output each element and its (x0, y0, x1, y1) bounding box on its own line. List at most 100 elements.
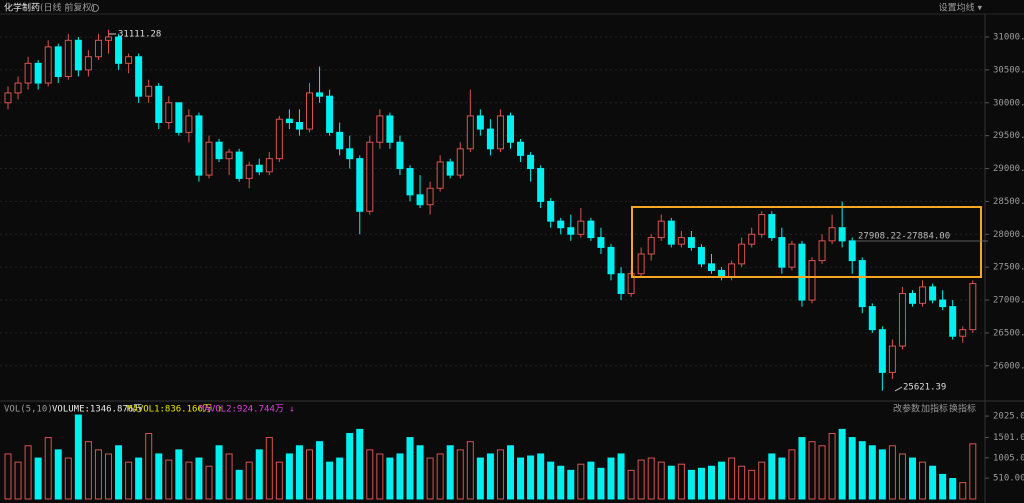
candle-body (929, 286, 937, 301)
ma-settings[interactable]: 设置均线 ▾ (939, 2, 983, 14)
candle-body (125, 56, 133, 64)
candle-body (557, 220, 565, 229)
y-tick-label: 27000.00 (993, 296, 1024, 306)
volume-bar (406, 437, 414, 500)
candle-body (657, 220, 665, 239)
button[interactable]: 加指标 (921, 403, 948, 415)
volume-bar (54, 449, 62, 500)
candle-body (798, 243, 806, 301)
candle-body (426, 187, 434, 206)
candle-body (647, 237, 655, 255)
volume-bar (848, 437, 856, 500)
volume-bar (637, 459, 645, 500)
candle-body (215, 141, 223, 160)
volume-bar (295, 445, 303, 500)
candle-body (346, 148, 354, 160)
y-tick-label: 26000.00 (993, 361, 1024, 371)
volume-bar (44, 437, 52, 500)
volume-bar (909, 457, 916, 500)
y-tick-label: 28000.00 (993, 230, 1024, 240)
candle-body (4, 92, 12, 104)
candle-body (326, 95, 334, 133)
candle-body (245, 164, 253, 179)
candle-body (225, 151, 233, 160)
volume-bar (567, 469, 575, 500)
button[interactable]: 换指标 (949, 403, 976, 415)
volume-bar (416, 445, 424, 500)
candle-body (135, 56, 143, 97)
candle-body (94, 39, 102, 58)
mavol1: MAVOL1:836.166万 ↑ (127, 405, 223, 415)
volume-bar (537, 453, 545, 500)
candle-body (577, 220, 585, 235)
y-tick-label: 29500.00 (993, 131, 1024, 141)
volume-bar (225, 453, 233, 500)
candle-body (165, 102, 173, 124)
candle-body (808, 260, 816, 301)
candle-body (54, 46, 62, 77)
candle-body (607, 246, 615, 275)
candle-body (597, 237, 605, 248)
candle-body (155, 85, 163, 124)
volume-bar (175, 449, 183, 500)
candle-body (446, 161, 454, 176)
candle-body (175, 102, 183, 133)
volume-bar (94, 449, 102, 500)
volume-bar (798, 437, 806, 500)
vol-value: VOLUME:1346.876万 (52, 405, 142, 415)
volume-bar (617, 453, 625, 500)
candle-body (818, 240, 826, 262)
low-label: 25621.39 (903, 383, 946, 393)
volume-bar (14, 461, 22, 500)
volume-bar (235, 469, 243, 500)
volume-bar (155, 453, 163, 500)
volume-bar (627, 469, 635, 500)
candle-body (858, 260, 866, 308)
volume-bar (697, 467, 705, 500)
candle-body (396, 141, 404, 170)
volume-bar (657, 461, 665, 500)
volume-bar (929, 465, 937, 500)
candle-body (436, 161, 444, 189)
candle-body (959, 329, 967, 337)
volume-bar (265, 437, 273, 500)
volume-bar (285, 453, 293, 500)
volume-bar (466, 441, 474, 500)
candle-body (185, 115, 193, 133)
candle-body (868, 306, 876, 331)
volume-bar (939, 473, 947, 500)
candle-body (306, 92, 313, 130)
volume-bar (426, 457, 434, 500)
volume-bar (476, 457, 484, 500)
candle-body (788, 243, 796, 268)
y-tick-label: 28500.00 (993, 197, 1024, 207)
candle-body (205, 141, 213, 176)
volume-bar (898, 453, 906, 500)
candle-body (919, 286, 927, 304)
volume-bar (667, 465, 675, 500)
candle-body (145, 85, 153, 97)
button[interactable]: 改参数 (893, 403, 920, 415)
volume-bar (326, 461, 334, 500)
volume-bar (507, 445, 514, 500)
volume-bar (34, 457, 42, 500)
candle-body (486, 128, 494, 150)
candle-body (838, 227, 846, 242)
candle-body (366, 141, 374, 212)
volume-bar (64, 457, 72, 500)
candle-body (295, 122, 303, 130)
volume-bar (135, 457, 143, 500)
volume-bar (105, 453, 112, 500)
candle-body (466, 115, 474, 150)
vol-name: VOL(5,10) (4, 405, 53, 415)
settings-icon[interactable] (91, 4, 99, 12)
volume-bar (959, 482, 967, 500)
volume-bar (838, 428, 846, 500)
y-tick-label: 30500.00 (993, 65, 1024, 75)
candle-body (105, 36, 112, 41)
volume-bar (346, 432, 354, 500)
volume-bar (547, 461, 555, 500)
volume-bar (557, 465, 565, 500)
candle-body (14, 82, 22, 94)
volume-bar (205, 465, 213, 500)
